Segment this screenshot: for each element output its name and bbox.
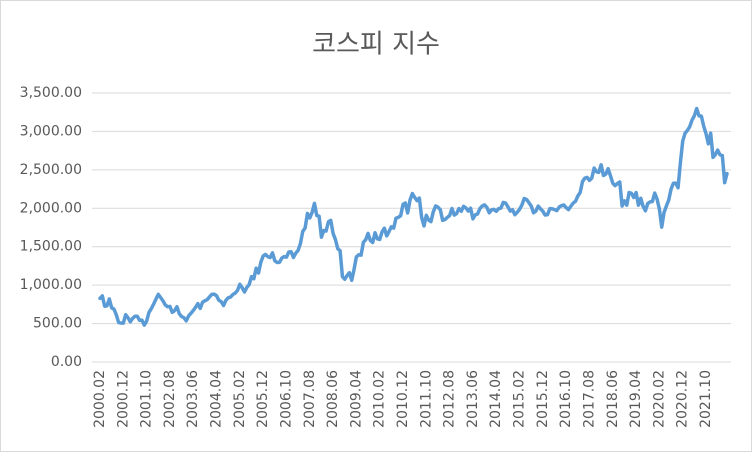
x-tick-label: 2009.04 xyxy=(348,370,364,428)
x-tick-label: 2015.12 xyxy=(535,370,551,428)
x-tick-label: 2004.04 xyxy=(209,370,225,428)
y-tick-label: 1,500.00 xyxy=(20,239,82,255)
x-tick-label: 2000.02 xyxy=(92,370,108,428)
chart-title: 코스피 지수 xyxy=(312,30,440,60)
x-tick-label: 2003.06 xyxy=(185,370,201,428)
x-tick-label: 2011.10 xyxy=(418,370,434,428)
x-tick-label: 2005.12 xyxy=(255,370,271,428)
x-tick-label: 2010.02 xyxy=(372,370,388,428)
x-tick-label: 2016.10 xyxy=(558,370,574,428)
y-tick-label: 1,000.00 xyxy=(20,277,82,293)
x-tick-label: 2020.12 xyxy=(675,370,691,428)
x-tick-label: 2007.08 xyxy=(302,370,318,428)
x-tick-label: 2020.02 xyxy=(651,370,667,428)
x-tick-label: 2013.06 xyxy=(465,370,481,428)
x-tick-label: 2000.12 xyxy=(115,370,131,428)
x-tick-label: 2021.10 xyxy=(698,370,714,428)
x-tick-label: 2015.02 xyxy=(512,370,528,428)
line xyxy=(98,106,729,327)
x-tick-label: 2002.08 xyxy=(162,370,178,428)
y-tick-label: 500.00 xyxy=(33,316,82,332)
y-tick-label: 3,500.00 xyxy=(20,85,82,101)
x-tick-label: 2006.10 xyxy=(278,370,294,428)
x-tick-label: 2019.04 xyxy=(628,370,644,428)
y-tick-label: 0.00 xyxy=(51,354,82,370)
x-tick-label: 2012.08 xyxy=(442,370,458,428)
x-tick-label: 2001.10 xyxy=(139,370,155,428)
y-tick-label: 3,000.00 xyxy=(20,123,82,139)
x-tick-label: 2017.08 xyxy=(581,370,597,428)
x-tick-label: 2005.02 xyxy=(232,370,248,428)
x-tick-label: 2014.04 xyxy=(488,370,504,428)
x-tick-label: 2008.06 xyxy=(325,370,341,428)
x-tick-label: 2018.06 xyxy=(605,370,621,428)
y-tick-label: 2,000.00 xyxy=(20,200,82,216)
y-tick-label: 2,500.00 xyxy=(20,162,82,178)
x-tick-label: 2010.12 xyxy=(395,370,411,428)
